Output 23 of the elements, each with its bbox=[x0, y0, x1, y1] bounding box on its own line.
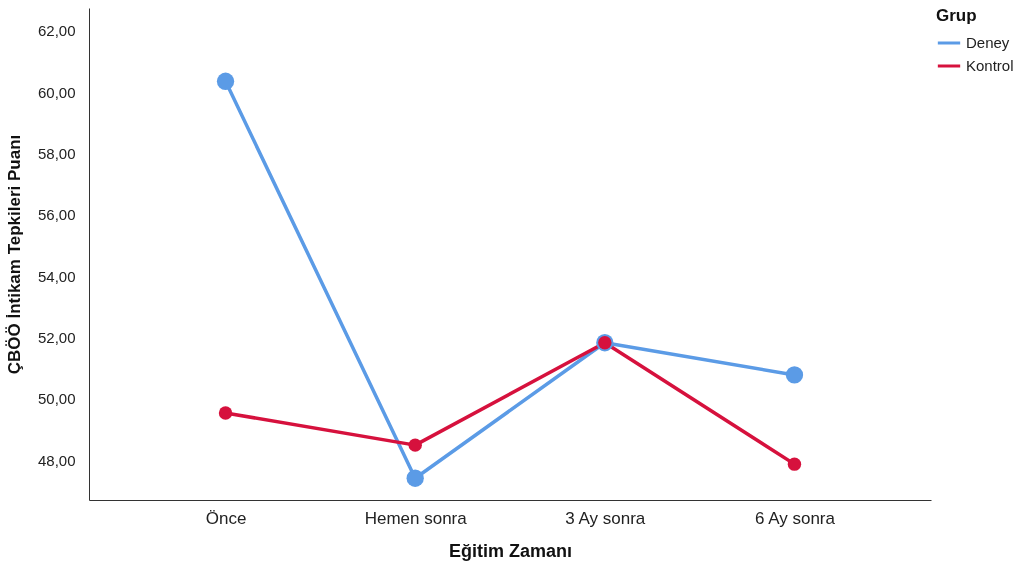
x-axis-title: Eğitim Zamanı bbox=[448, 540, 573, 561]
y-tick-label: 50,00 bbox=[37, 390, 76, 408]
y-tick-label: 54,00 bbox=[37, 267, 76, 285]
y-tick-label: 56,00 bbox=[37, 206, 76, 224]
legend-title: Grup bbox=[936, 6, 977, 25]
y-tick-label: 48,00 bbox=[37, 451, 76, 469]
y-tick-label: 60,00 bbox=[37, 83, 76, 101]
y-axis-title: ÇBÖÖ İntikam Tepkileri Puanı bbox=[4, 134, 24, 375]
legend-label: Deney bbox=[966, 34, 1010, 51]
point bbox=[406, 469, 424, 487]
point bbox=[216, 72, 235, 90]
x-tick-label: Hemen sonra bbox=[364, 508, 468, 528]
point bbox=[787, 457, 802, 471]
x-tick-label: 3 Ay sonra bbox=[565, 508, 646, 528]
point bbox=[785, 366, 804, 384]
x-tick-label: 6 Ay sonra bbox=[754, 508, 836, 528]
point bbox=[218, 406, 233, 420]
y-tick-label: 52,00 bbox=[37, 329, 76, 347]
point bbox=[408, 438, 422, 452]
y-tick-label: 62,00 bbox=[37, 22, 76, 40]
x-tick-label: Önce bbox=[205, 508, 247, 528]
y-tick-label: 58,00 bbox=[37, 145, 76, 163]
legend-label: Kontrol bbox=[966, 57, 1014, 74]
